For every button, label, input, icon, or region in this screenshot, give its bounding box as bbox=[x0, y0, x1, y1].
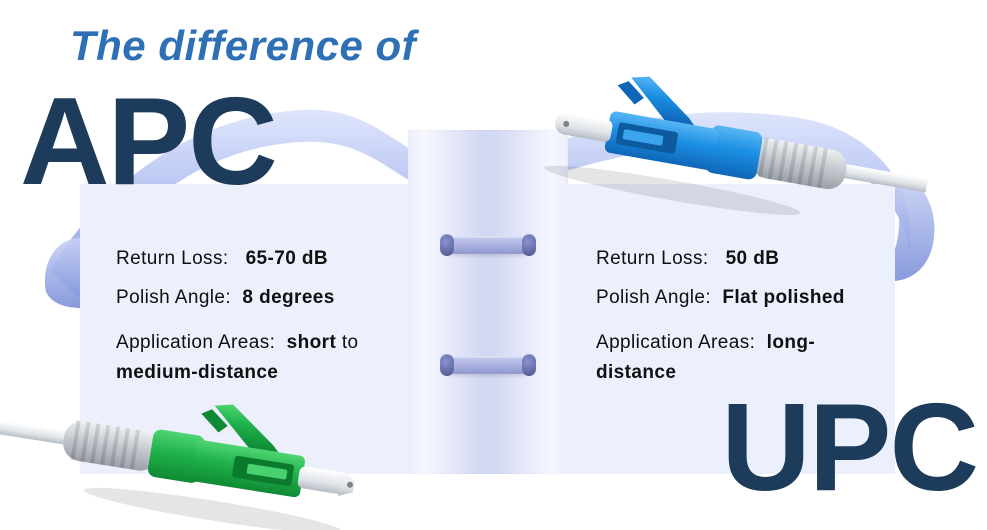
apc-heading: APC bbox=[20, 80, 276, 204]
return-loss-label: Return Loss: bbox=[596, 248, 709, 269]
upc-specs: Return Loss: 50 dB Polish Angle: Flat po… bbox=[596, 240, 875, 389]
polish-angle-label: Polish Angle: bbox=[116, 287, 231, 308]
page-title: The difference of bbox=[70, 22, 416, 70]
application-areas-label: Application Areas: bbox=[116, 332, 275, 353]
upc-return-loss-row: Return Loss: 50 dB bbox=[596, 240, 875, 279]
apc-specs: Return Loss: 65-70 dB Polish Angle: 8 de… bbox=[116, 240, 395, 389]
apc-polish-angle-value: 8 degrees bbox=[242, 287, 334, 308]
upc-return-loss-value: 50 dB bbox=[726, 248, 780, 269]
apc-application-row: Application Areas: short to medium-dista… bbox=[116, 328, 395, 389]
apc-app-bold1: short bbox=[287, 332, 337, 353]
upc-app-bold1: long- bbox=[767, 332, 815, 353]
upc-polish-angle-value: Flat polished bbox=[722, 287, 844, 308]
apc-return-loss-row: Return Loss: 65-70 dB bbox=[116, 240, 395, 279]
binder-ring-icon bbox=[446, 236, 530, 254]
polish-angle-label: Polish Angle: bbox=[596, 287, 711, 308]
apc-return-loss-value: 65-70 dB bbox=[246, 248, 328, 269]
binder-ring-icon bbox=[446, 356, 530, 374]
upc-polish-angle-row: Polish Angle: Flat polished bbox=[596, 279, 875, 318]
return-loss-label: Return Loss: bbox=[116, 248, 229, 269]
apc-app-mid: to bbox=[336, 332, 358, 353]
application-areas-label: Application Areas: bbox=[596, 332, 755, 353]
upc-heading: UPC bbox=[721, 386, 977, 510]
infographic-root: Return Loss: 65-70 dB Polish Angle: 8 de… bbox=[0, 0, 987, 530]
apc-panel: Return Loss: 65-70 dB Polish Angle: 8 de… bbox=[80, 184, 415, 474]
apc-app-bold2: medium-distance bbox=[116, 362, 278, 383]
book-spine bbox=[408, 130, 568, 474]
upc-app-bold2: distance bbox=[596, 362, 676, 383]
apc-polish-angle-row: Polish Angle: 8 degrees bbox=[116, 279, 395, 318]
